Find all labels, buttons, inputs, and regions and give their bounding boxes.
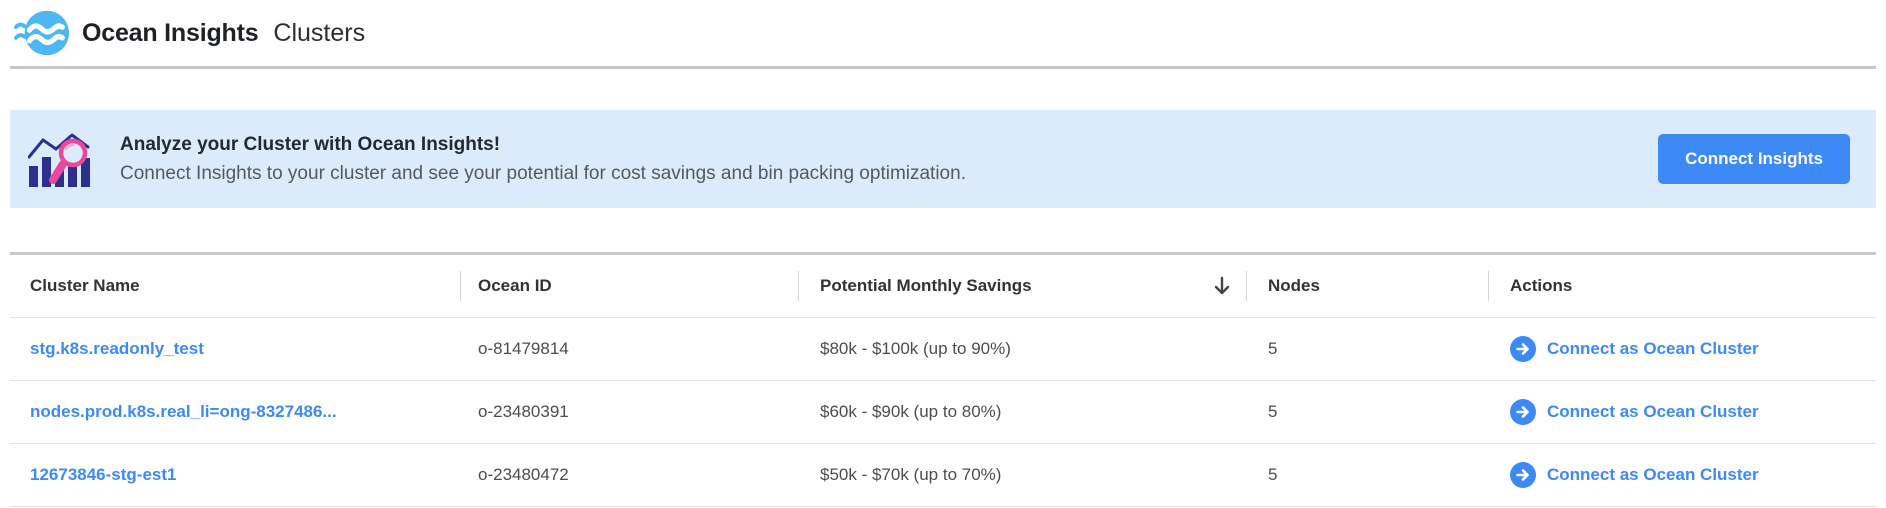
- header-divider: [10, 66, 1876, 69]
- savings-cell: $80k - $100k (up to 90%): [820, 339, 1011, 358]
- banner-text: Analyze your Cluster with Ocean Insights…: [120, 134, 966, 185]
- connect-as-ocean-cluster-link[interactable]: Connect as Ocean Cluster: [1510, 336, 1759, 362]
- banner-subtitle: Connect Insights to your cluster and see…: [120, 162, 966, 184]
- bar-chart-magnifier-icon: [28, 133, 90, 187]
- connect-insights-button[interactable]: Connect Insights: [1658, 134, 1850, 184]
- column-header-actions: Actions: [1488, 255, 1876, 317]
- table-row: 12673846-stg-est1 o-23480472 $50k - $70k…: [10, 444, 1876, 507]
- cluster-name-link[interactable]: nodes.prod.k8s.real_li=ong-8327486...: [30, 402, 337, 421]
- nodes-cell: 5: [1268, 465, 1278, 484]
- nodes-cell: 5: [1268, 402, 1278, 421]
- connect-as-ocean-cluster-link[interactable]: Connect as Ocean Cluster: [1510, 399, 1759, 425]
- actions-cell: Connect as Ocean Cluster: [1488, 381, 1876, 443]
- cluster-name-cell: stg.k8s.readonly_test: [10, 318, 460, 380]
- savings-cell: $50k - $70k (up to 70%): [820, 465, 1002, 484]
- connect-insights-banner: Analyze your Cluster with Ocean Insights…: [10, 110, 1876, 208]
- nodes-cell: 5: [1268, 339, 1278, 358]
- action-label: Connect as Ocean Cluster: [1547, 339, 1759, 358]
- brand-title: Ocean Insights: [82, 18, 259, 47]
- actions-cell: Connect as Ocean Cluster: [1488, 444, 1876, 506]
- arrow-right-circle-icon: [1510, 336, 1536, 362]
- connect-as-ocean-cluster-link[interactable]: Connect as Ocean Cluster: [1510, 462, 1759, 488]
- table-row: stg.k8s.readonly_test o-81479814 $80k - …: [10, 318, 1876, 381]
- app-header: Ocean Insights Clusters: [0, 0, 1886, 66]
- column-header-cluster-name: Cluster Name: [30, 276, 140, 295]
- cluster-name-link[interactable]: 12673846-stg-est1: [30, 465, 177, 484]
- action-label: Connect as Ocean Cluster: [1547, 465, 1759, 484]
- page-title: Clusters: [273, 18, 366, 47]
- arrow-right-circle-icon: [1510, 399, 1536, 425]
- column-header-potential-monthly-savings: Potential Monthly Savings: [798, 255, 1246, 317]
- banner-title: Analyze your Cluster with Ocean Insights…: [120, 133, 501, 155]
- arrow-right-circle-icon: [1510, 462, 1536, 488]
- ocean-id-cell: o-23480472: [478, 465, 569, 484]
- action-label: Connect as Ocean Cluster: [1547, 402, 1759, 421]
- clusters-table: Cluster Name Ocean ID Potential Monthly …: [10, 252, 1876, 507]
- sort-arrow-down-icon[interactable]: [1212, 276, 1232, 296]
- column-header-ocean-id: Ocean ID: [460, 255, 798, 317]
- cluster-name-cell: 12673846-stg-est1: [10, 444, 460, 506]
- ocean-id-cell: o-23480391: [478, 402, 569, 421]
- savings-cell: $60k - $90k (up to 80%): [820, 402, 1002, 421]
- cluster-name-link[interactable]: stg.k8s.readonly_test: [30, 339, 204, 358]
- table-row: nodes.prod.k8s.real_li=ong-8327486... o-…: [10, 381, 1876, 444]
- ocean-logo-icon: [14, 10, 70, 56]
- column-header-savings-label: Potential Monthly Savings: [820, 276, 1032, 295]
- cluster-name-cell: nodes.prod.k8s.real_li=ong-8327486...: [10, 381, 460, 443]
- table-header-row: Cluster Name Ocean ID Potential Monthly …: [10, 255, 1876, 318]
- column-header-nodes: Nodes: [1246, 255, 1488, 317]
- ocean-id-cell: o-81479814: [478, 339, 569, 358]
- actions-cell: Connect as Ocean Cluster: [1488, 318, 1876, 380]
